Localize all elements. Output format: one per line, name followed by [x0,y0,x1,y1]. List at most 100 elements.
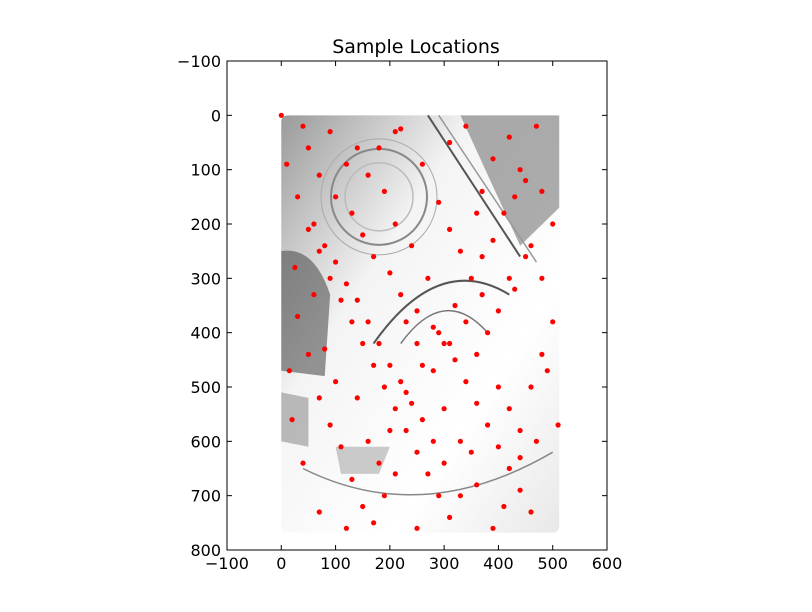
y-tick-label: 400 [190,324,221,343]
sample-point [490,237,496,243]
sample-point [419,362,425,368]
sample-point [360,232,366,238]
sample-point [398,126,404,132]
sample-point [555,422,561,428]
sample-point [349,319,355,325]
sample-point [295,194,301,200]
sample-point [398,292,404,298]
sample-point [300,123,306,129]
background-photo [281,114,560,533]
sample-point [392,221,398,227]
sample-point [436,493,442,499]
sample-point [457,248,463,254]
sample-point [354,395,360,401]
sample-point [305,226,311,232]
sample-point [360,503,366,510]
sample-point [479,254,485,260]
x-tick-label: 400 [483,554,514,573]
sample-point [447,514,453,521]
y-tick-label: 300 [190,269,221,288]
arch-inner [400,310,489,344]
stairs [335,446,390,474]
sample-point [403,427,409,434]
sample-point [517,487,523,493]
sample-point [463,123,469,129]
sample-point [365,319,371,325]
arch-left-dark [281,250,331,377]
sample-point [381,188,387,194]
sample-point [512,286,518,292]
sample-point [523,254,529,260]
sample-point [333,379,339,385]
sample-point [512,194,518,200]
sample-point [528,509,534,515]
x-tick-label: 300 [429,554,460,573]
x-tick-label: 0 [276,554,286,573]
column-left [281,392,309,447]
sample-point [349,210,355,216]
sample-point [485,422,491,428]
sample-point [343,525,349,531]
y-tick-label: 500 [190,378,221,397]
x-tick-label: 600 [592,554,623,573]
sample-point [354,145,360,151]
sample-point [468,275,474,281]
sample-point [436,199,442,205]
sample-point [387,362,393,368]
sample-point [474,351,480,357]
sample-point [414,449,420,455]
sample-point [414,308,420,314]
sample-point [327,422,333,428]
x-tick-label: 100 [320,554,351,573]
sample-point [479,188,485,194]
y-tick-label: 0 [211,106,221,125]
sample-point [474,400,480,406]
sample-point [376,460,382,466]
sample-point [495,384,501,390]
sample-point [327,275,333,281]
sample-point [452,302,458,309]
sample-point [360,340,366,347]
sample-point [441,340,447,347]
sample-point [403,319,409,325]
sample-point [354,297,360,303]
sample-point [322,346,328,352]
sample-point [495,308,501,314]
sample-point [311,221,317,227]
sample-point [447,226,453,232]
sample-point [485,330,491,336]
y-tick-label: 100 [190,161,221,180]
sample-point [371,362,377,368]
sample-point [447,340,453,347]
sample-point [376,340,382,347]
sample-point [289,417,295,423]
sample-point [430,324,436,330]
sample-point [333,259,339,265]
sample-point [425,471,431,477]
sample-point [447,139,453,146]
sample-point [338,444,344,450]
sample-point [479,292,485,298]
x-tick-label: 500 [537,554,568,573]
sample-point [409,400,415,406]
sample-point [322,243,328,249]
sample-point [387,270,393,276]
sample-point [284,161,290,167]
sample-point [392,471,398,477]
sample-point [441,460,447,466]
sample-point [506,465,512,472]
sample-point [425,275,431,281]
sample-point [305,351,311,357]
sample-point [327,129,333,135]
y-tick-label: 600 [190,432,221,451]
sample-point [381,493,387,499]
sample-point [506,406,512,412]
sample-point [371,520,377,526]
sample-point [414,525,420,531]
axes-frame [226,60,608,551]
sample-point [278,112,284,118]
sample-point [316,509,322,515]
dome-ring-inner [344,162,414,232]
sample-point [517,167,523,173]
